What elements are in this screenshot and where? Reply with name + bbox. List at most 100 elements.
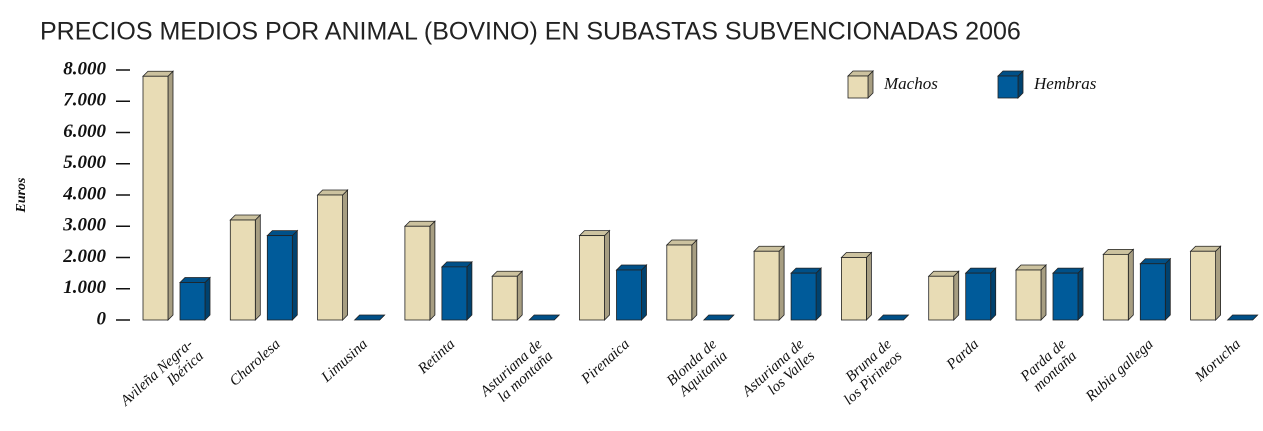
bar-front (965, 272, 992, 321)
bar (1139, 257, 1172, 321)
bar-front (441, 266, 468, 321)
y-tick-label: 0 (97, 308, 107, 329)
bar (840, 251, 873, 321)
bar (1189, 245, 1222, 321)
legend-top (847, 70, 874, 77)
legend-swatch (997, 70, 1024, 99)
bar-side (1127, 248, 1134, 321)
legend-top (997, 70, 1024, 77)
bar-front (491, 275, 518, 321)
x-tick-label: Morucha (1192, 337, 1244, 386)
x-tick-label: Asturiana delos Valles (739, 336, 819, 412)
x-tick-label-line: Rubia gallega (1083, 337, 1157, 406)
bar-top (142, 70, 174, 77)
bar-top (615, 264, 648, 271)
bar-front (841, 257, 867, 321)
bar (877, 314, 910, 321)
bar-top (403, 220, 436, 227)
bar (179, 276, 211, 321)
bar (528, 314, 561, 321)
x-tick-label: Retinta (415, 337, 459, 379)
legend-front (997, 75, 1019, 99)
x-tick-label-line: Pirenaica (578, 337, 633, 389)
x-tick-label: Blonda deAquitania (664, 336, 731, 401)
y-axis-label: Euros (14, 177, 29, 214)
bar-top (491, 270, 524, 277)
x-tick-label-line: Charolesa (227, 337, 284, 390)
bar-top (229, 214, 262, 221)
bar-side (953, 270, 960, 321)
x-tick-label: Bruna delos Pirineos (831, 336, 906, 408)
bar-top (528, 314, 561, 321)
y-tick-label: 8.000 (63, 58, 106, 79)
bar-top (1139, 258, 1172, 265)
bar (1015, 264, 1047, 321)
bar-front (266, 235, 293, 321)
x-tick-label-line: Morucha (1192, 337, 1244, 386)
x-tick-label-line: Parda (943, 337, 982, 374)
bar (353, 314, 386, 321)
bar (1102, 248, 1135, 321)
bar-side (641, 264, 647, 321)
bar-top (790, 267, 823, 274)
x-tick-label: Charolesa (227, 337, 284, 390)
x-tick-label: Limusina (318, 337, 371, 387)
bar-side (167, 70, 174, 321)
y-tick-label: 4.000 (62, 183, 106, 204)
bar-top (877, 314, 910, 321)
bar-top (578, 230, 611, 237)
y-tick-label: 6.000 (63, 121, 106, 142)
bar-front (1052, 272, 1079, 321)
bar-front (1102, 253, 1129, 321)
bar-side (204, 276, 211, 321)
bar-top (316, 189, 349, 196)
x-tick-label: Parda (943, 337, 982, 374)
bar-top (1102, 248, 1135, 255)
y-tick-label: 1.000 (63, 277, 106, 298)
bar-side (990, 267, 997, 321)
bar (964, 267, 997, 321)
bar-side (604, 229, 610, 321)
bar (615, 264, 648, 321)
bar-front (790, 272, 817, 321)
bar-front (404, 225, 431, 321)
x-tick-label-line: Limusina (318, 337, 371, 387)
bar-side (291, 229, 298, 321)
bar-side (778, 245, 785, 321)
bar-side (429, 220, 436, 321)
y-tick-label: 3.000 (62, 215, 106, 236)
bar (440, 260, 473, 321)
bar (403, 220, 436, 321)
x-tick-label-line: Retinta (415, 337, 459, 379)
bar-top (1189, 245, 1222, 252)
bar-front (1139, 263, 1166, 321)
bar (790, 267, 823, 321)
bar (1226, 314, 1259, 321)
bar-top (1015, 264, 1047, 271)
bar-front (616, 269, 642, 321)
y-tick-label: 5.000 (63, 152, 106, 173)
x-tick-label: Parda demontaña (1017, 336, 1080, 397)
bar-front (1015, 269, 1042, 321)
bar (927, 270, 960, 321)
bar (753, 245, 786, 321)
bar (665, 239, 698, 321)
bar-front (753, 250, 780, 321)
bar-front (579, 235, 605, 321)
bar-top (753, 245, 786, 252)
bar-side (1040, 264, 1047, 321)
bar-top (179, 277, 211, 283)
bar-front (229, 219, 256, 321)
y-tick-label: 7.000 (63, 90, 106, 111)
bar-front (142, 75, 169, 321)
bar-top (266, 230, 299, 237)
bar-side (691, 239, 698, 321)
bar-top (964, 267, 997, 274)
bar-top (353, 314, 386, 321)
bar-top (440, 261, 473, 268)
bar-front (317, 194, 344, 321)
bar-side (1077, 267, 1084, 321)
bar-top (702, 314, 735, 321)
bar-side (1215, 245, 1221, 321)
bar-top (1226, 314, 1259, 321)
